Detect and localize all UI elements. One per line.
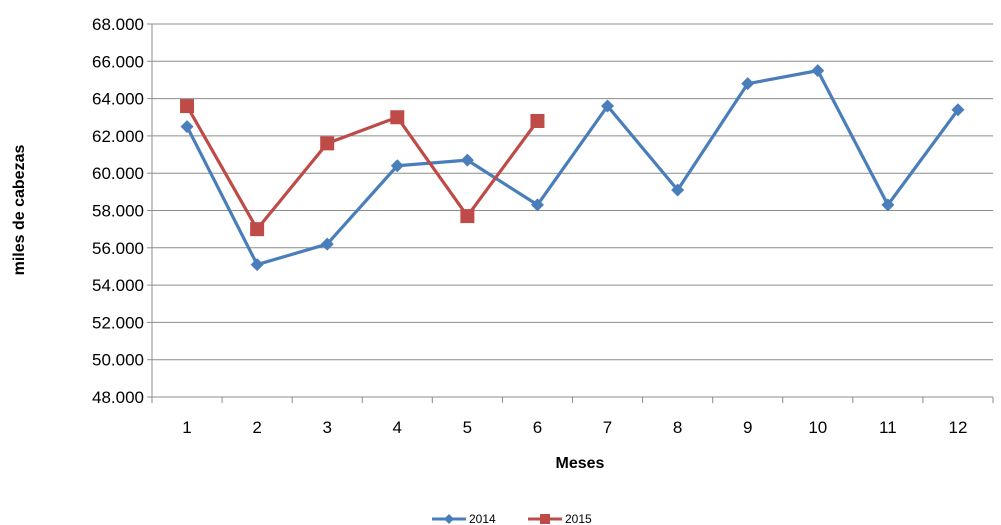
data-point xyxy=(250,222,265,237)
data-point xyxy=(460,153,474,167)
series-2015 xyxy=(180,99,545,237)
data-point xyxy=(180,99,195,114)
x-tick-label: 9 xyxy=(743,418,752,437)
data-point xyxy=(671,183,685,197)
y-axis-title: miles de cabezas xyxy=(11,145,28,276)
y-tick-label: 66.000 xyxy=(92,52,144,71)
legend: 2014 2015 xyxy=(432,512,592,525)
x-tick-label: 7 xyxy=(603,418,612,437)
data-point xyxy=(881,198,895,212)
data-point xyxy=(180,120,194,134)
series-line-2014 xyxy=(185,69,960,267)
data-point xyxy=(530,198,544,212)
axes xyxy=(147,23,994,403)
y-tick-labels: 48.000 50.000 52.000 54.000 56.000 58.000 60.0… xyxy=(92,15,144,407)
x-tick-label: 12 xyxy=(948,418,967,437)
legend-label: 2015 xyxy=(565,512,592,525)
data-point xyxy=(530,113,545,128)
data-point xyxy=(951,103,965,117)
y-tick-label: 62.000 xyxy=(92,127,144,146)
legend-marker xyxy=(444,514,454,524)
gridlines xyxy=(152,23,993,361)
data-point xyxy=(250,258,264,272)
x-tick-label: 6 xyxy=(533,418,542,437)
data-point xyxy=(741,77,755,91)
data-point xyxy=(811,64,825,78)
y-tick-label: 52.000 xyxy=(92,313,144,332)
series-group xyxy=(180,64,965,272)
legend-label: 2014 xyxy=(469,512,496,525)
x-tick-label: 5 xyxy=(463,418,472,437)
series-line-2015 xyxy=(185,105,539,231)
series-2014 xyxy=(180,64,965,272)
y-tick-label: 50.000 xyxy=(92,351,144,370)
data-point xyxy=(320,136,335,151)
y-tick-label: 56.000 xyxy=(92,239,144,258)
data-point xyxy=(390,110,405,125)
y-tick-label: 68.000 xyxy=(92,15,144,34)
x-axis-title: Meses xyxy=(556,455,605,472)
x-tick-label: 3 xyxy=(322,418,331,437)
x-tick-label: 1 xyxy=(182,418,191,437)
data-point xyxy=(390,159,404,173)
data-point xyxy=(460,209,475,224)
x-tick-label: 11 xyxy=(879,418,897,437)
x-tick-label: 4 xyxy=(393,418,402,437)
data-point xyxy=(601,99,615,113)
legend-marker xyxy=(540,514,550,524)
legend-item-2014: 2014 xyxy=(432,512,496,525)
x-tick-label: 8 xyxy=(673,418,682,437)
y-tick-label: 54.000 xyxy=(92,276,144,295)
data-point xyxy=(320,237,334,251)
y-tick-label: 60.000 xyxy=(92,164,144,183)
y-tick-label: 58.000 xyxy=(92,202,144,221)
y-tick-label: 64.000 xyxy=(92,90,144,109)
legend-item-2015: 2015 xyxy=(528,512,592,525)
x-tick-labels: 1 2 3 4 5 6 7 8 9 10 11 12 xyxy=(182,418,967,437)
y-tick-label: 48.000 xyxy=(92,388,144,407)
x-tick-label: 10 xyxy=(808,418,827,437)
x-tick-label: 2 xyxy=(252,418,261,437)
